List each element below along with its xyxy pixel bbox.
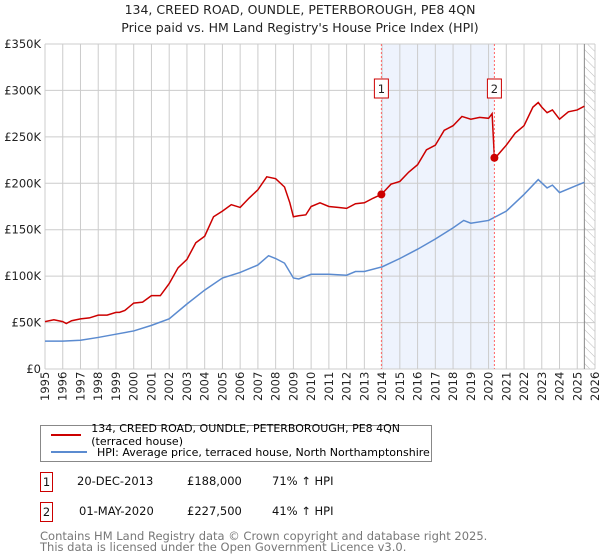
legend-item-property: 134, CREED ROAD, OUNDLE, PETERBOROUGH, P… xyxy=(51,422,431,448)
x-tick-label: 1997 xyxy=(73,372,87,401)
x-tick-label: 2025 xyxy=(570,372,584,401)
sale-price: £188,000 xyxy=(187,474,242,488)
y-tick-label: £0 xyxy=(26,362,41,376)
x-tick-label: 2007 xyxy=(251,372,265,401)
x-tick-label: 2022 xyxy=(517,372,531,401)
legend-swatch-blue xyxy=(51,451,87,453)
x-tick-label: 2002 xyxy=(162,372,176,401)
y-tick-label: £100K xyxy=(4,269,41,283)
x-tick-label: 2021 xyxy=(499,372,513,401)
x-tick-label: 2004 xyxy=(198,372,212,401)
sale-point xyxy=(490,153,499,162)
x-tick-label: 2000 xyxy=(127,372,141,401)
x-tick-label: 2017 xyxy=(428,372,442,401)
x-tick-label: 2024 xyxy=(553,372,567,401)
y-tick-label: £250K xyxy=(4,130,41,144)
x-tick-label: 2008 xyxy=(269,372,283,401)
y-tick-label: £300K xyxy=(4,83,41,97)
legend-item-hpi: HPI: Average price, terraced house, Nort… xyxy=(51,444,430,460)
sale-date: 20-DEC-2013 xyxy=(77,474,154,488)
y-tick-label: £350K xyxy=(4,37,41,51)
x-tick-label: 1999 xyxy=(109,372,123,401)
legend: 134, CREED ROAD, OUNDLE, PETERBOROUGH, P… xyxy=(40,422,432,462)
sale-label-box xyxy=(373,78,389,99)
x-tick-label: 2019 xyxy=(464,372,478,401)
property-price-line xyxy=(44,101,585,325)
x-tick-label: 1995 xyxy=(38,372,52,401)
x-tick-label: 2014 xyxy=(375,372,389,401)
sale-label: 2 xyxy=(491,82,498,96)
x-tick-label: 2020 xyxy=(482,372,496,401)
y-tick-label: £150K xyxy=(4,223,41,237)
sale-hpi: 71% ↑ HPI xyxy=(272,474,334,488)
hpi-line xyxy=(45,178,585,342)
x-tick-label: 2018 xyxy=(446,372,460,401)
x-tick-label: 2001 xyxy=(144,372,158,401)
x-tick-label: 2009 xyxy=(286,372,300,401)
legend-label: 134, CREED ROAD, OUNDLE, PETERBOROUGH, P… xyxy=(91,422,401,448)
legend-swatch-red xyxy=(51,434,82,436)
legend-label: HPI: Average price, terraced house, Nort… xyxy=(97,445,430,459)
x-tick-label: 2013 xyxy=(357,372,371,401)
sale-label: 1 xyxy=(378,82,385,96)
x-tick-label: 2026 xyxy=(588,372,600,401)
forecast-hatch xyxy=(584,44,595,369)
sale-period-shading xyxy=(381,44,495,369)
y-tick-label: £200K xyxy=(4,176,41,190)
sale-badge: 2 xyxy=(40,502,53,522)
x-tick-label: 2010 xyxy=(304,372,318,401)
x-tick-label: 1996 xyxy=(56,372,70,401)
sale-hpi: 41% ↑ HPI xyxy=(272,504,334,518)
x-tick-label: 2012 xyxy=(340,372,354,401)
footer-licence: This data is licensed under the Open Gov… xyxy=(40,540,407,554)
footer-copyright: Contains HM Land Registry data © Crown c… xyxy=(40,529,488,543)
x-tick-label: 2023 xyxy=(535,372,549,401)
x-tick-label: 1998 xyxy=(91,372,105,401)
x-tick-label: 2006 xyxy=(233,372,247,401)
sale-price: £227,500 xyxy=(187,504,242,518)
chart-title: 134, CREED ROAD, OUNDLE, PETERBOROUGH, P… xyxy=(124,2,476,17)
sale-date: 01-MAY-2020 xyxy=(79,504,154,518)
x-tick-label: 2015 xyxy=(393,372,407,401)
price-chart: 1995 1996 1997 1998 1999 2000 2001 2002 2003 2004… xyxy=(4,37,600,401)
y-tick-label: £50K xyxy=(12,316,42,330)
x-tick-label: 2003 xyxy=(180,372,194,401)
x-tick-label: 2016 xyxy=(411,372,425,401)
sale-label-box xyxy=(486,78,502,99)
sale-badge: 1 xyxy=(40,472,53,492)
x-tick-label: 2011 xyxy=(322,372,336,401)
chart-subtitle: Price paid vs. HM Land Registry's House … xyxy=(121,20,479,35)
sale-point xyxy=(377,190,386,199)
x-tick-label: 2005 xyxy=(215,372,229,401)
